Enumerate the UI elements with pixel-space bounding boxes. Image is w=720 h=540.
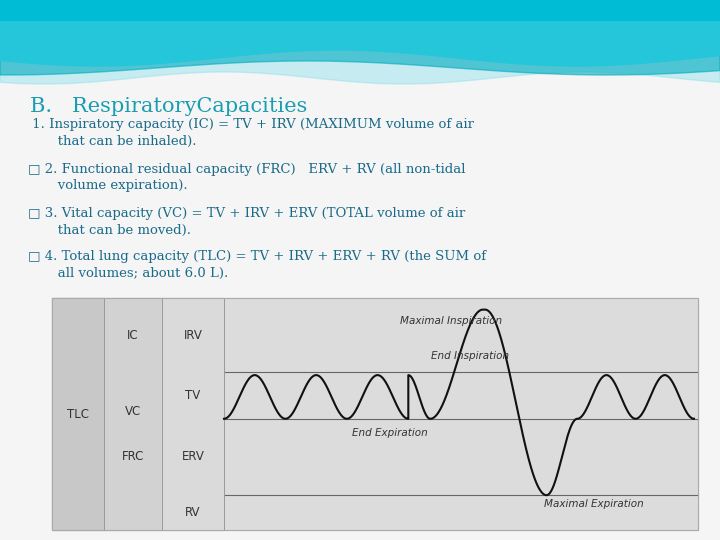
Text: Maximal Inspiration: Maximal Inspiration — [400, 316, 503, 326]
Text: IRV: IRV — [184, 329, 202, 342]
Text: FRC: FRC — [122, 450, 144, 463]
Polygon shape — [0, 0, 720, 75]
Text: IC: IC — [127, 329, 139, 342]
Text: ERV: ERV — [181, 450, 204, 463]
Polygon shape — [0, 0, 720, 66]
Text: TLC: TLC — [67, 408, 89, 421]
Polygon shape — [0, 0, 720, 84]
Text: □ 3. Vital capacity (VC) = TV + IRV + ERV (TOTAL volume of air
       that can b: □ 3. Vital capacity (VC) = TV + IRV + ER… — [28, 207, 465, 237]
Bar — [52, 298, 698, 530]
Text: Maximal Expiration: Maximal Expiration — [544, 500, 644, 509]
Text: VC: VC — [125, 405, 141, 418]
Text: RV: RV — [185, 506, 201, 519]
Text: □ 2. Functional residual capacity (FRC)   ERV + RV (all non-tidal
       volume : □ 2. Functional residual capacity (FRC) … — [28, 163, 466, 192]
Text: End Inspiration: End Inspiration — [431, 351, 510, 361]
Text: 1. Inspiratory capacity (IC) = TV + IRV (MAXIMUM volume of air
       that can b: 1. Inspiratory capacity (IC) = TV + IRV … — [28, 118, 474, 147]
Text: TV: TV — [185, 389, 201, 402]
Text: End Expiration: End Expiration — [352, 428, 428, 437]
Text: B.   RespiratoryCapacities: B. RespiratoryCapacities — [30, 97, 307, 116]
Text: □ 4. Total lung capacity (TLC) = TV + IRV + ERV + RV (the SUM of
       all volu: □ 4. Total lung capacity (TLC) = TV + IR… — [28, 250, 486, 280]
